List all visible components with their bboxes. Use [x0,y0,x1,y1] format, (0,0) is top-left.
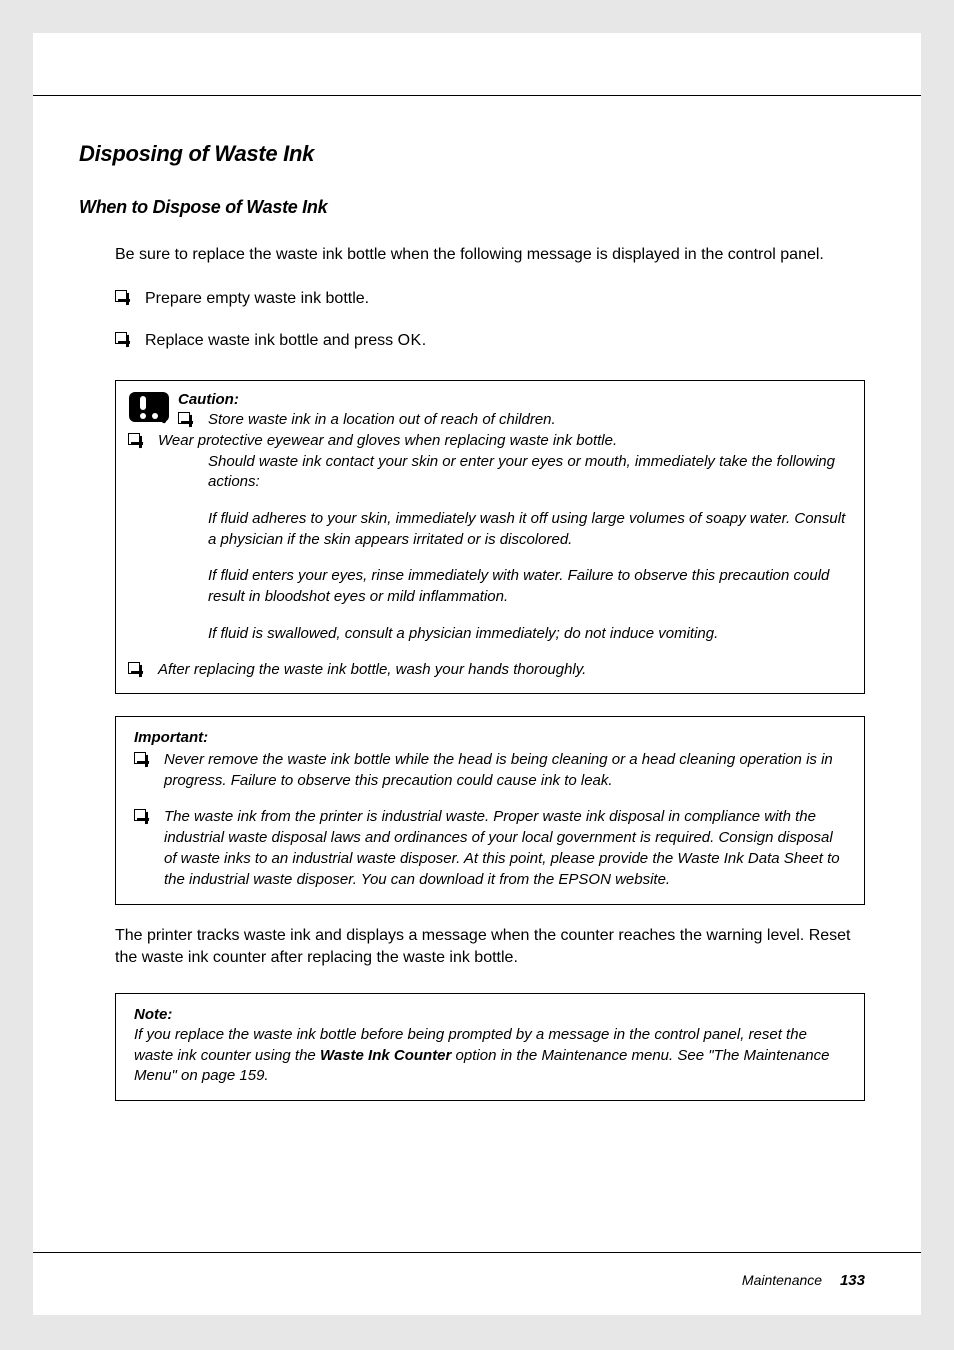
important-title: Important: [134,729,846,746]
heading-sub: When to Dispose of Waste Ink [79,197,865,218]
note-paragraph: If you replace the waste ink bottle befo… [134,1025,846,1086]
list-item: The waste ink from the printer is indust… [134,807,846,890]
heading-main: Disposing of Waste Ink [79,141,865,167]
footer-page-number: 133 [840,1272,865,1289]
caution-paragraph: If fluid enters your eyes, rinse immedia… [208,566,846,607]
footer-section: Maintenance [742,1272,822,1288]
note-box: Note: If you replace the waste ink bottl… [115,993,865,1101]
list-item-text: Prepare empty waste ink bottle. [145,290,369,307]
caution-paragraph: Should waste ink contact your skin or en… [208,452,846,493]
list-item-text: The waste ink from the printer is indust… [164,808,840,887]
list-item: Never remove the waste ink bottle while … [134,750,846,791]
page-footer: Maintenance 133 [742,1272,865,1289]
bullet-icon [115,290,127,302]
list-item-text: Wear protective eyewear and gloves when … [158,432,617,449]
caution-list: Wear protective eyewear and gloves when … [128,431,846,452]
list-item: Prepare empty waste ink bottle. [115,288,865,310]
list-item-text: Never remove the waste ink bottle while … [164,751,833,789]
top-list: Prepare empty waste ink bottle. Replace … [115,288,865,352]
bullet-icon [128,433,140,445]
content-area: Disposing of Waste Ink When to Dispose o… [33,33,921,1315]
caution-list-bottom: After replacing the waste ink bottle, wa… [128,660,846,681]
list-item: Store waste ink in a location out of rea… [178,410,846,431]
bullet-icon [134,809,146,821]
list-item: Wear protective eyewear and gloves when … [128,431,846,452]
list-item-text: Store waste ink in a location out of rea… [208,411,556,428]
list-item: After replacing the waste ink bottle, wa… [128,660,846,681]
mid-paragraph: The printer tracks waste ink and display… [115,925,865,969]
caution-icon [128,391,170,427]
list-item-text: Replace waste ink bottle and press OK. [145,332,426,349]
intro-paragraph: Be sure to replace the waste ink bottle … [115,244,865,266]
caution-title: Caution: [178,391,846,408]
caution-list-top: Store waste ink in a location out of rea… [178,410,846,431]
inner-content: Disposing of Waste Ink When to Dispose o… [33,33,921,1101]
list-item-text: After replacing the waste ink bottle, wa… [158,661,586,678]
note-title: Note: [134,1006,846,1023]
caution-header-row: Caution: Store waste ink in a location o… [128,391,846,431]
important-box: Important: Never remove the waste ink bo… [115,716,865,905]
bullet-icon [128,662,140,674]
page-background: Disposing of Waste Ink When to Dispose o… [0,0,954,1350]
caution-paragraph: If fluid adheres to your skin, immediate… [208,509,846,550]
important-list: Never remove the waste ink bottle while … [134,750,846,890]
note-bold-text: Waste Ink Counter [320,1047,451,1064]
caution-right: Caution: Store waste ink in a location o… [178,391,846,431]
caution-paragraph: If fluid is swallowed, consult a physici… [208,624,846,645]
list-item: Replace waste ink bottle and press OK. [115,330,865,352]
bullet-icon [178,412,190,424]
divider-bottom [33,1252,921,1253]
caution-box: Caution: Store waste ink in a location o… [115,380,865,694]
divider-top [33,95,921,96]
bullet-icon [115,332,127,344]
bullet-icon [134,752,146,764]
